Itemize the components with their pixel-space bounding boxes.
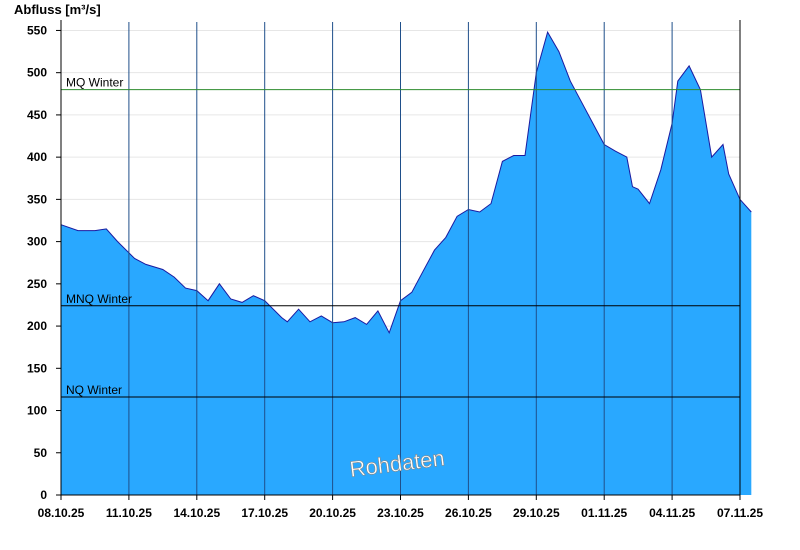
y-tick-label: 50 [34, 446, 48, 460]
x-tick-label: 07.11.25 [717, 506, 763, 520]
reference-lines: MQ Winter MNQ Winter NQ Winter [61, 76, 740, 398]
x-tick-label: 04.11.25 [649, 506, 695, 520]
y-axis-label: Abfluss [m³/s] [14, 2, 101, 17]
x-tick-label: 01.11.25 [581, 506, 627, 520]
axes: 0 50 100 150 200 250 300 350 400 450 500 550 08.10.2… [27, 20, 763, 520]
x-tick-label: 29.10.25 [513, 506, 560, 520]
discharge-line [60, 30, 752, 335]
date-vertical-lines [128, 22, 673, 495]
reference-line-label: MQ Winter [66, 76, 123, 90]
x-tick-label: 23.10.25 [377, 506, 424, 520]
y-tick-label: 0 [40, 488, 47, 502]
x-tick-label: 11.10.25 [106, 506, 152, 520]
y-tick-label: 150 [27, 361, 47, 375]
y-tick-label: 250 [27, 277, 47, 291]
x-tick-label: 20.10.25 [309, 506, 356, 520]
y-tick-label: 550 [27, 23, 47, 37]
x-tick-label: 26.10.25 [445, 506, 492, 520]
y-tick-label: 500 [27, 66, 47, 80]
reference-line-label: NQ Winter [66, 383, 122, 397]
discharge-area [60, 30, 752, 495]
reference-line-label: MNQ Winter [66, 292, 132, 306]
y-tick-label: 450 [27, 108, 47, 122]
y-tick-label: 400 [27, 150, 47, 164]
x-tick-label: 14.10.25 [173, 506, 220, 520]
y-tick-label: 300 [27, 235, 47, 249]
discharge-fill [61, 32, 752, 495]
x-tick-label: 17.10.25 [241, 506, 288, 520]
y-tick-label: 200 [27, 319, 47, 333]
y-tick-label: 100 [27, 404, 47, 418]
y-tick-label: 350 [27, 192, 47, 206]
x-tick-label: 08.10.25 [38, 506, 85, 520]
